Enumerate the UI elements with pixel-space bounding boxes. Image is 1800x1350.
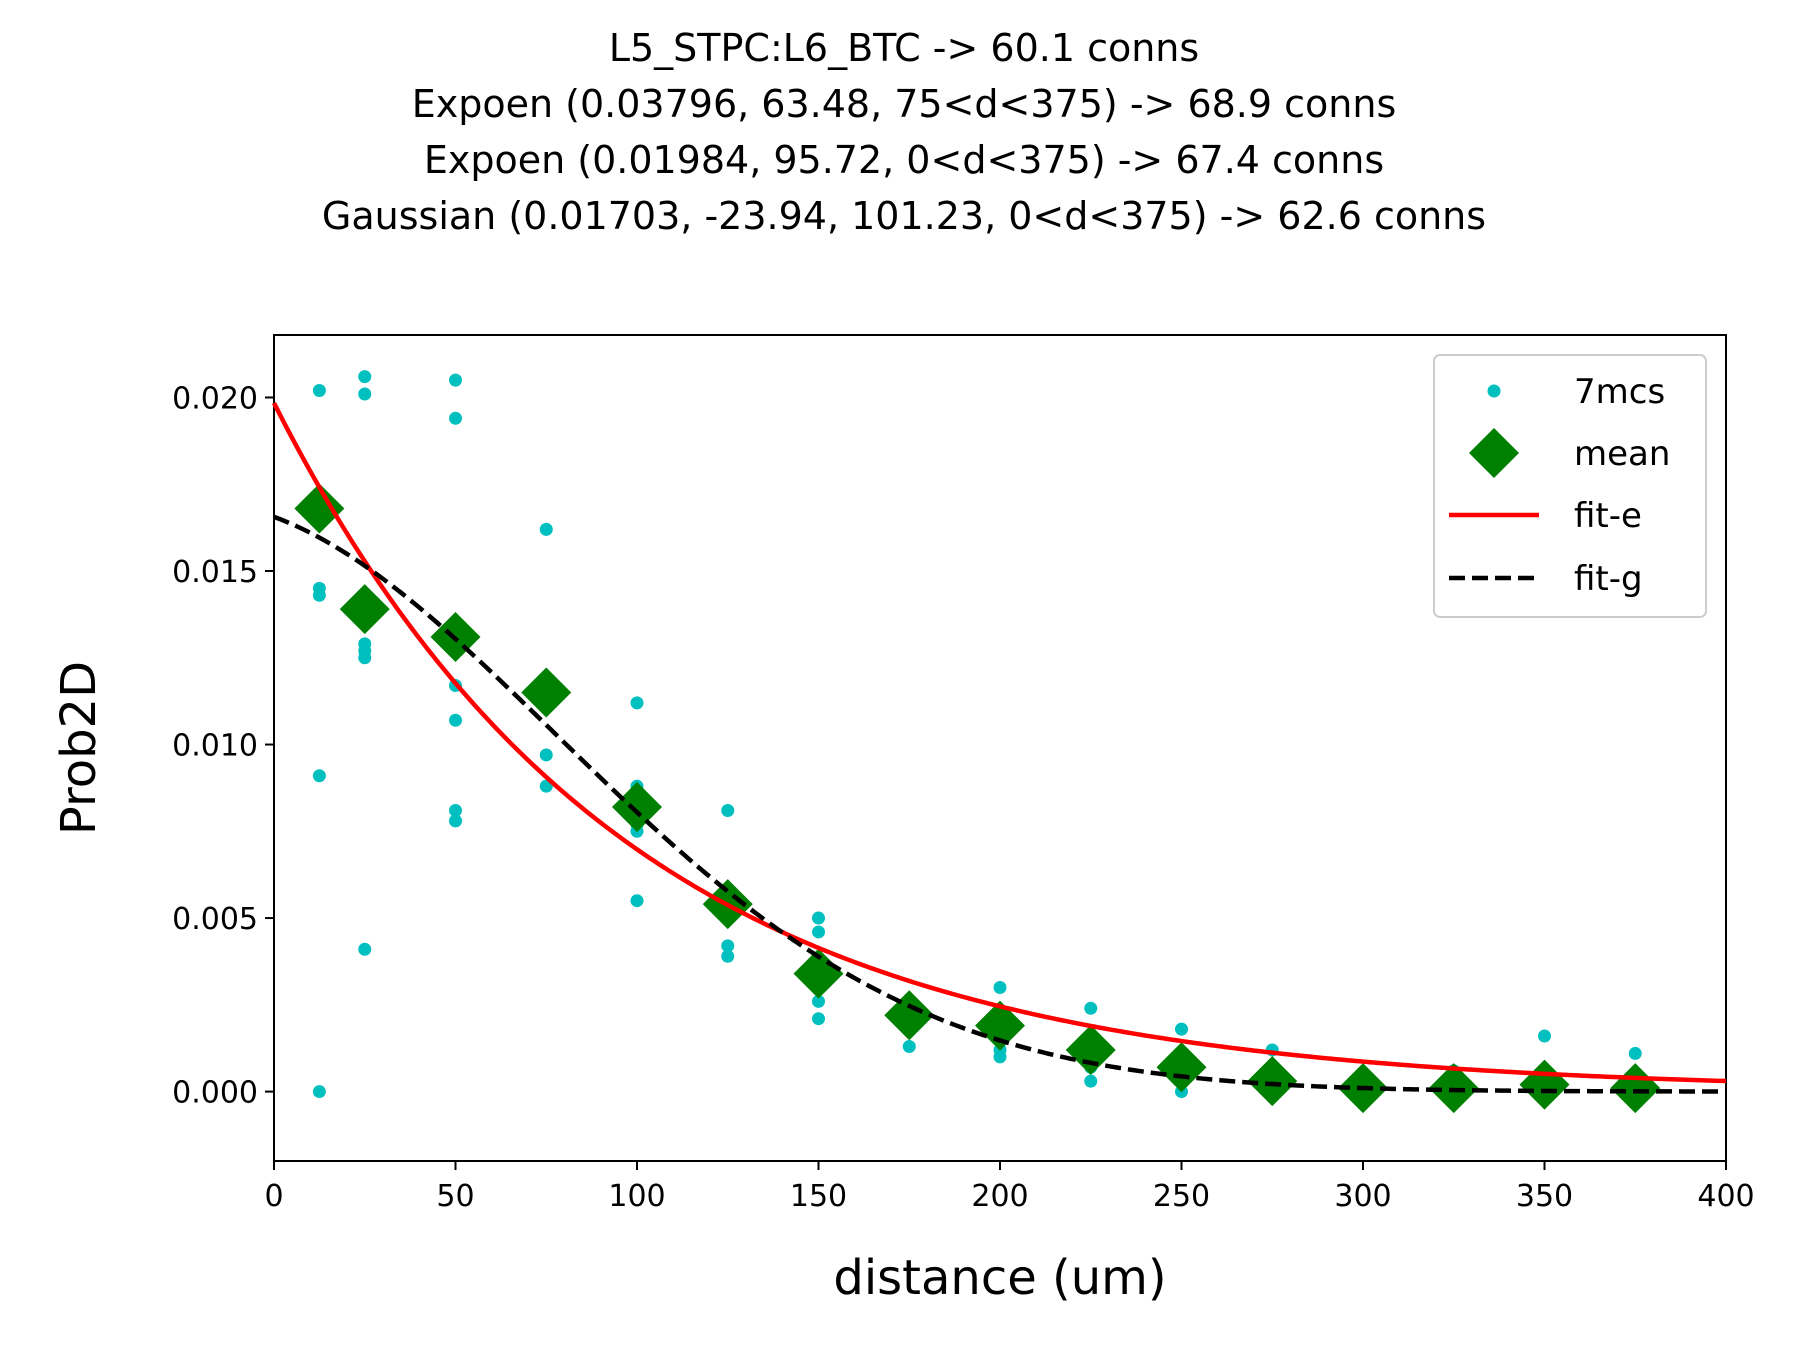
point-7mcs — [993, 980, 1007, 994]
x-tick-label: 0 — [264, 1179, 283, 1214]
point-mean — [1247, 1056, 1298, 1107]
legend-marker-mean — [1469, 428, 1519, 478]
point-7mcs — [1084, 1074, 1098, 1088]
y-tick-label: 0.005 — [172, 902, 258, 937]
point-7mcs — [1084, 1001, 1098, 1015]
point-7mcs — [539, 522, 553, 536]
point-7mcs — [1538, 1029, 1551, 1043]
point-7mcs — [312, 1085, 326, 1099]
title-line-1: L5_STPC:L6_BTC -> 60.1 conns — [609, 26, 1199, 70]
x-tick-label: 50 — [436, 1179, 474, 1214]
point-mean — [612, 782, 662, 832]
point-7mcs — [902, 1039, 916, 1053]
point-7mcs — [358, 370, 372, 384]
legend-marker-7mcs — [1487, 384, 1501, 398]
point-mean — [793, 948, 844, 999]
point-7mcs — [358, 651, 372, 665]
point-7mcs — [1175, 1022, 1188, 1036]
point-7mcs — [449, 411, 462, 425]
point-7mcs — [449, 803, 462, 817]
x-tick-label: 200 — [971, 1179, 1028, 1214]
line-fit-e — [271, 402, 1727, 1084]
fit-lines — [271, 402, 1727, 1094]
point-7mcs — [312, 588, 326, 602]
x-tick-label: 400 — [1697, 1179, 1754, 1214]
point-7mcs — [812, 925, 825, 939]
point-7mcs — [449, 373, 462, 387]
y-axis-ticks: 0.000 0.005 0.010 0.015 0.020 — [172, 381, 274, 1111]
point-mean — [884, 990, 935, 1041]
point-mean — [521, 667, 572, 718]
x-tick-label: 300 — [1334, 1179, 1391, 1214]
point-7mcs — [1628, 1046, 1642, 1060]
x-tick-label: 250 — [1153, 1179, 1210, 1214]
point-7mcs — [630, 894, 644, 908]
point-7mcs — [449, 713, 462, 727]
point-7mcs — [721, 803, 735, 817]
point-7mcs — [312, 384, 326, 398]
point-7mcs — [630, 696, 644, 710]
point-7mcs — [358, 942, 372, 956]
y-tick-label: 0.010 — [172, 729, 258, 764]
chart-title: L5_STPC:L6_BTC -> 60.1 conns Expoen (0.0… — [322, 26, 1486, 238]
y-tick-label: 0.020 — [172, 381, 258, 416]
x-tick-label: 150 — [790, 1179, 847, 1214]
point-mean — [975, 1000, 1025, 1051]
point-7mcs — [312, 769, 326, 783]
x-tick-label: 350 — [1516, 1179, 1573, 1214]
point-7mcs — [812, 1012, 825, 1026]
point-7mcs — [812, 911, 825, 925]
title-line-4: Gaussian (0.01703, -23.94, 101.23, 0<d<3… — [322, 194, 1486, 238]
y-axis-label: Prob2D — [51, 661, 107, 835]
x-axis-ticks: 0 50 100 150 200 250 300 350 400 — [264, 1161, 1755, 1214]
point-7mcs — [358, 387, 372, 401]
legend-label-7mcs: 7mcs — [1574, 372, 1665, 412]
point-7mcs — [721, 939, 735, 953]
legend-label-fit-g: fit-g — [1574, 559, 1643, 599]
legend-box — [1433, 354, 1707, 618]
point-mean — [1065, 1024, 1116, 1075]
legend-label-fit-e: fit-e — [1574, 496, 1642, 536]
point-7mcs — [993, 1050, 1007, 1064]
point-mean — [1156, 1042, 1207, 1093]
point-7mcs — [812, 994, 825, 1008]
point-mean — [339, 584, 390, 635]
point-mean — [294, 483, 345, 534]
line-fit-g — [273, 514, 1727, 1094]
y-tick-label: 0.015 — [172, 555, 258, 590]
x-axis-label: distance (um) — [833, 1250, 1166, 1306]
point-7mcs — [449, 814, 462, 828]
point-7mcs — [539, 748, 553, 762]
title-line-3: Expoen (0.01984, 95.72, 0<d<375) -> 67.4… — [424, 138, 1384, 182]
legend-label-mean: mean — [1574, 434, 1670, 474]
legend: 7mcs mean fit-e fit-g — [1433, 354, 1707, 618]
title-line-2: Expoen (0.03796, 63.48, 75<d<375) -> 68.… — [412, 82, 1397, 126]
point-7mcs — [721, 949, 735, 963]
x-tick-label: 100 — [608, 1179, 665, 1214]
y-tick-label: 0.000 — [172, 1076, 258, 1111]
